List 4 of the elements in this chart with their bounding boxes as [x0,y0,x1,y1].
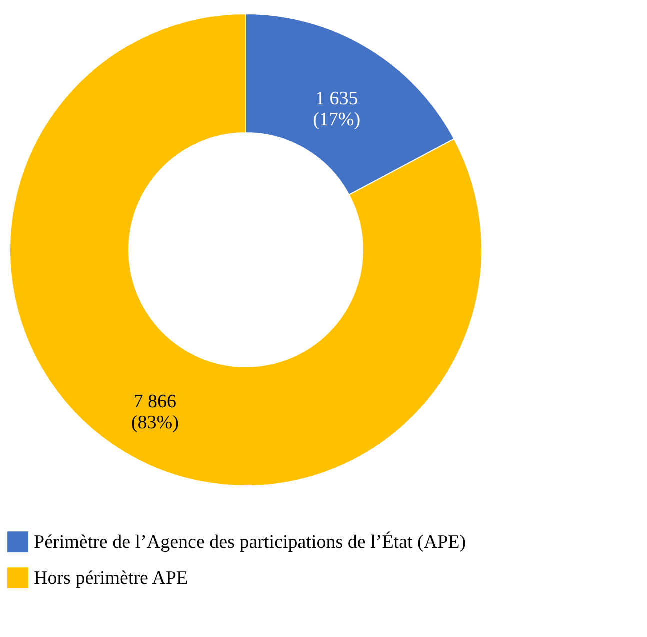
data-label: 7 866 (83%) [131,391,179,434]
legend-label: Hors périmètre APE [34,568,188,589]
legend-label: Périmètre de l’Agence des participations de l’État (APE) [34,531,466,553]
data-label: 1 635 (17%) [313,88,361,131]
